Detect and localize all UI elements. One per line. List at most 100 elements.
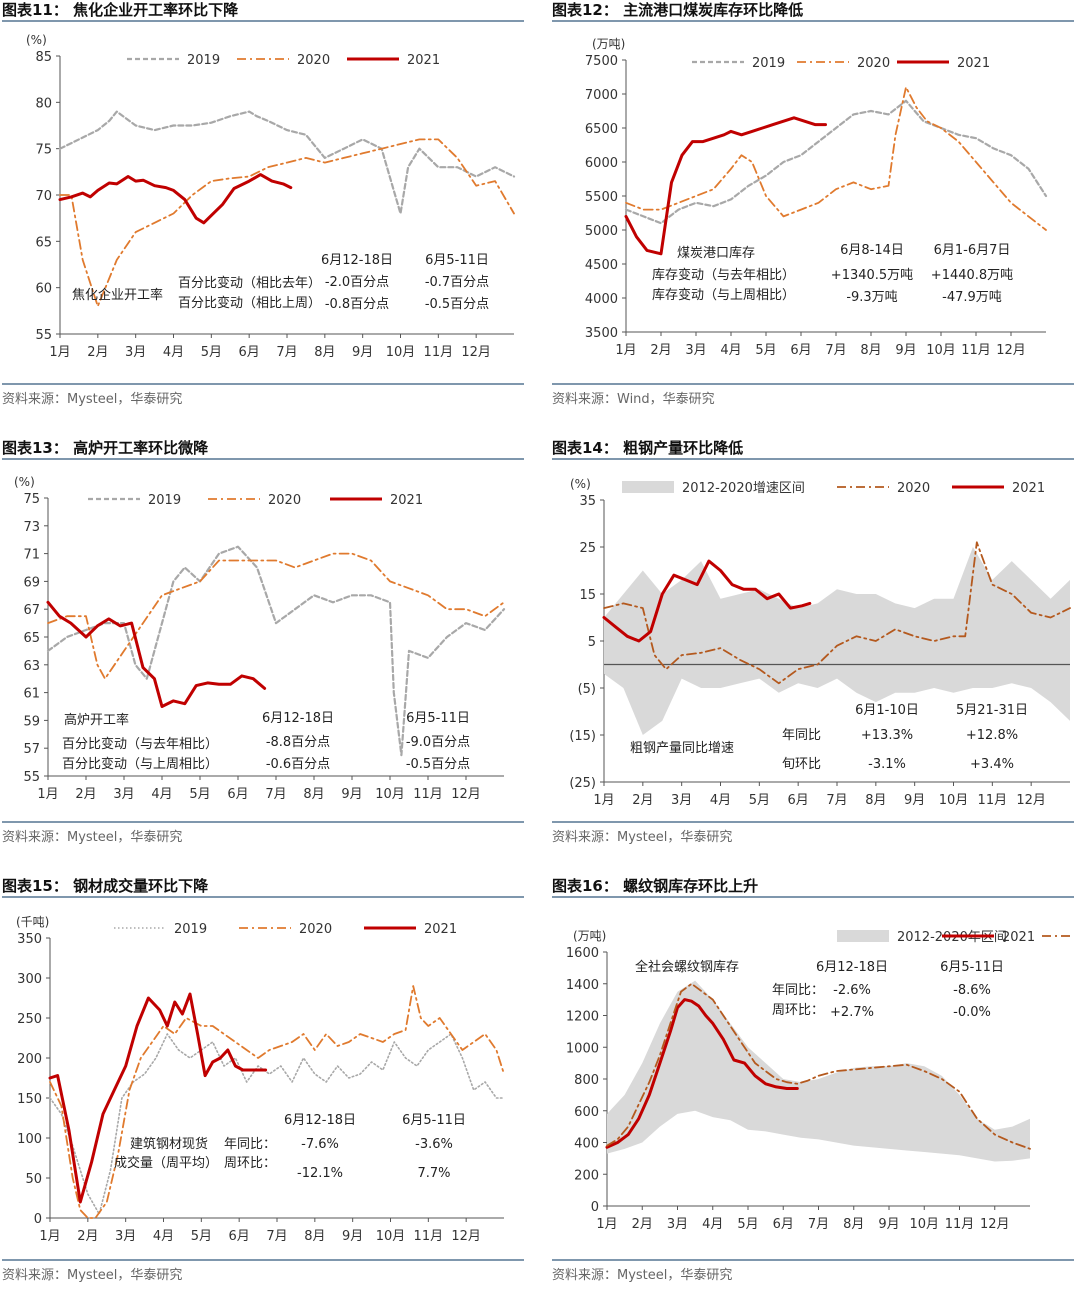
x-tick-label: 4月 [151, 787, 172, 802]
annotation-column-header: 6月5-11日 [406, 711, 470, 726]
annotation-value: +12.8% [966, 728, 1018, 743]
series-line-2019 [49, 1033, 505, 1215]
x-tick-label: 2月 [650, 343, 671, 358]
y-axis-unit: (%) [570, 477, 591, 491]
legend-label: 2019 [174, 922, 207, 937]
annotation-value: -2.0百分点 [325, 275, 389, 290]
y-tick-label: (15) [569, 729, 596, 744]
x-tick-label: 8月 [314, 345, 335, 360]
x-tick-label: 7月 [265, 787, 286, 802]
panel-title: 图表15： 钢材成交量环比下降 [2, 877, 209, 895]
annotation-value: -3.1% [868, 757, 906, 772]
annotation-label: 库存变动（与去年相比） [652, 267, 795, 283]
legend-label: 2019 [148, 493, 181, 508]
legend-label: 2020 [857, 56, 890, 71]
annotation-label: 百分比变动（与上周相比） [62, 756, 218, 772]
y-tick-label: 80 [35, 96, 52, 111]
x-tick-label: 5月 [737, 1217, 758, 1232]
annotation-column-header: 6月12-18日 [321, 253, 393, 268]
x-tick-label: 8月 [304, 1229, 325, 1244]
x-tick-label: 2月 [77, 1229, 98, 1244]
annotation-label: 年同比 [782, 728, 821, 743]
source-note: 资料来源：Wind，华泰研究 [552, 392, 715, 407]
annotation-label: 库存变动（与上周相比） [652, 287, 795, 303]
series-line-2021 [605, 998, 799, 1149]
x-tick-label: 6月 [790, 343, 811, 358]
series-line-2020 [606, 982, 1031, 1150]
annotation-value: -0.0% [953, 1005, 991, 1020]
series-line-2021 [602, 559, 812, 643]
annotation-column-header: 6月1-10日 [855, 703, 919, 718]
annotation-label: 煤炭港口库存 [677, 245, 755, 261]
y-tick-label: 61 [23, 687, 40, 702]
annotation-value: -0.8百分点 [325, 297, 389, 312]
source-rule [552, 821, 1074, 823]
annotation-label: 旬环比 [782, 757, 821, 772]
chart-steel-transactions: (千吨) 0 50 100 150 200 250 300 350 1月 2月 3月 4月 5月 6月 7月 8… [16, 915, 505, 1244]
annotation-label: 全社会螺纹钢库存 [635, 959, 739, 975]
legend-label: 2019 [187, 53, 220, 68]
annotation-value: +2.7% [830, 1005, 874, 1020]
annotation-value: -8.8百分点 [266, 735, 330, 750]
y-tick-label: 65 [35, 235, 52, 250]
x-tick-label: 3月 [125, 345, 146, 360]
x-tick-label: 11月 [424, 345, 454, 360]
x-tick-label: 9月 [342, 1229, 363, 1244]
legend-label: 2021 [957, 56, 990, 71]
x-tick-label: 11月 [945, 1217, 975, 1232]
source-note: 资料来源：Mysteel，华泰研究 [2, 830, 183, 845]
x-tick-label: 6月 [239, 345, 260, 360]
legend-label: 2020 [897, 481, 930, 496]
y-tick-label: 4500 [585, 258, 618, 273]
x-tick-label: 7月 [826, 793, 847, 808]
y-tick-label: 1400 [566, 978, 599, 993]
annotation-value: -8.6% [953, 983, 991, 998]
x-tick-label: 3月 [671, 793, 692, 808]
x-tick-label: 4月 [720, 343, 741, 358]
annotation-label: 百分比变动（相比上周） [178, 295, 321, 311]
x-tick-label: 12月 [980, 1217, 1010, 1232]
annotation-column-header: 5月21-31日 [956, 703, 1028, 718]
x-tick-label: 3月 [685, 343, 706, 358]
range-band-area [604, 547, 1070, 735]
y-tick-label: 73 [23, 520, 40, 535]
title-rule [2, 20, 524, 22]
x-tick-label: 12月 [996, 343, 1026, 358]
annotation-value: -0.6百分点 [266, 757, 330, 772]
annotation-column-header: 6月5-11日 [940, 960, 1004, 975]
y-tick-label: 400 [574, 1137, 599, 1152]
y-tick-label: (25) [569, 776, 596, 791]
annotation-column-header: 6月8-14日 [840, 243, 904, 258]
x-tick-label: 4月 [702, 1217, 723, 1232]
legend-label: 2020 [297, 53, 330, 68]
y-tick-label: 200 [17, 1052, 42, 1067]
x-tick-label: 9月 [878, 1217, 899, 1232]
y-axis-unit: (千吨) [16, 915, 49, 929]
annotation-value: -2.6% [833, 983, 871, 998]
y-tick-label: 5 [588, 635, 596, 650]
panel-title: 图表11： 焦化企业开工率环比下降 [2, 1, 239, 19]
title-rule [552, 458, 1074, 460]
x-tick-label: 6月 [227, 787, 248, 802]
x-tick-label: 5月 [201, 345, 222, 360]
x-tick-label: 12月 [1016, 793, 1046, 808]
x-tick-label: 6月 [229, 1229, 250, 1244]
source-rule [2, 1259, 524, 1261]
y-tick-label: 85 [35, 50, 52, 65]
annotation-column-header: 6月5-11日 [425, 253, 489, 268]
chart-rebar-inventory: (万吨) 0 200 400 600 800 1000 1200 1400 1600 1月 2月 3月 4… [566, 929, 1074, 1232]
chart-port-coal-inventory: (万吨) 3500 4000 4500 5000 5500 6000 6500 7000 7500… [585, 37, 1048, 358]
legend-label: 2021 [424, 922, 457, 937]
series-line-2020 [49, 985, 505, 1219]
x-tick-label: 12月 [451, 1229, 481, 1244]
x-tick-label: 9月 [895, 343, 916, 358]
y-tick-label: 25 [579, 541, 596, 556]
annotation-column-header: 6月12-18日 [284, 1113, 356, 1128]
x-tick-label: 2月 [87, 345, 108, 360]
y-tick-label: 6000 [585, 156, 618, 171]
y-tick-label: 75 [35, 143, 52, 158]
panel-title: 图表16： 螺纹钢库存环比上升 [552, 877, 759, 895]
legend-label: 2020 [299, 922, 332, 937]
x-tick-label: 5月 [191, 1229, 212, 1244]
legend-label: 2012-2020增速区间 [682, 481, 805, 496]
